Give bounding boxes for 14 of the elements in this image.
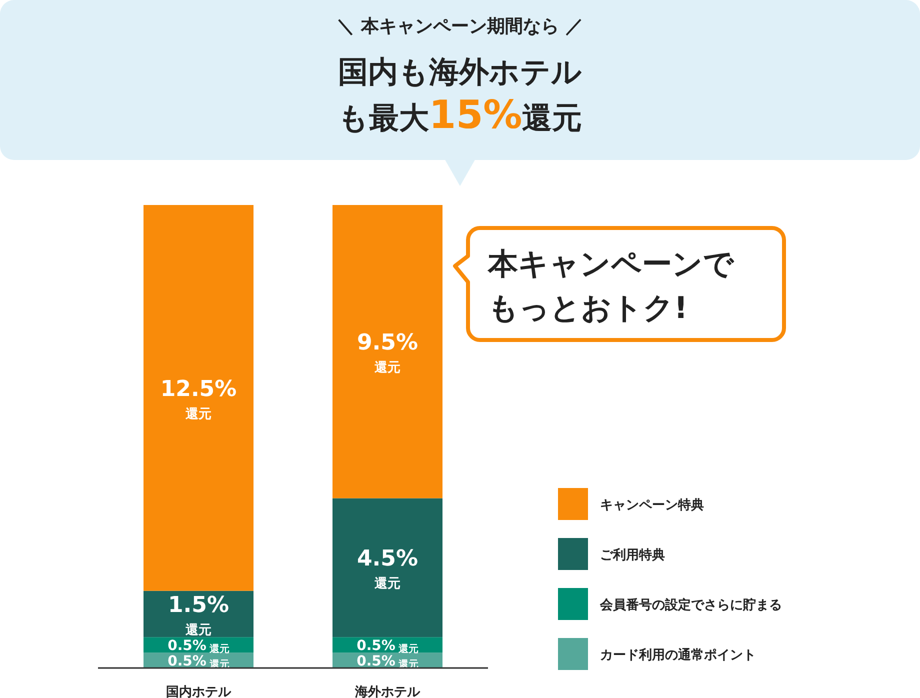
x-tick-label: 海外ホテル [354, 685, 421, 698]
text: 会員番号の設定でさらに貯まる [599, 597, 782, 613]
annotation: 本キャンペーンでもっとおトク! [487, 247, 735, 326]
data-label: 0.5%$_{還元}$ [168, 638, 230, 655]
chart-subtitle: ＼ 本キャンペーン期間なら ／ [336, 16, 584, 37]
data-label: 0.5%$_{還元}$ [356, 638, 418, 655]
text: ご利用特典 [600, 547, 665, 563]
text: キャンペーン特典 [600, 498, 704, 513]
x-tick-label: 国内ホテル [166, 685, 232, 698]
text: カード利用の通常ポイント [600, 647, 756, 663]
bar [332, 205, 442, 498]
bar [144, 205, 254, 591]
chart-title: 国内も海外ホテルも最大15%還元 [338, 55, 582, 138]
bar [332, 498, 442, 638]
